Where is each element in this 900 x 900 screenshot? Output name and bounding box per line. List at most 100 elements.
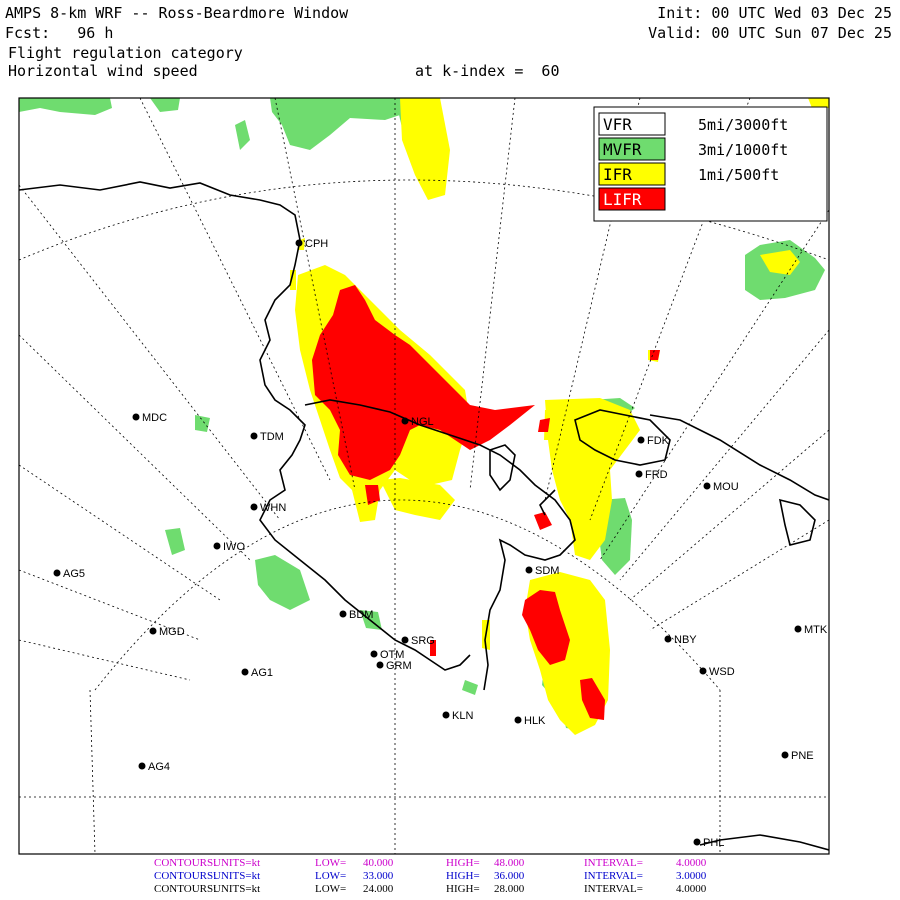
station-label: HLK bbox=[524, 715, 546, 727]
contour-high: 48.000 bbox=[494, 857, 525, 869]
station-dot bbox=[781, 751, 789, 759]
station-dot bbox=[53, 569, 61, 577]
station-dot bbox=[149, 627, 157, 635]
map-frame bbox=[18, 97, 830, 855]
station-dot bbox=[132, 413, 140, 421]
contour-high: 36.000 bbox=[494, 870, 525, 882]
station-label: SRG bbox=[411, 635, 435, 647]
station-otm: OTM bbox=[370, 649, 404, 661]
station-label: IWO bbox=[223, 541, 245, 553]
legend-desc: 5mi/3000ft bbox=[698, 116, 788, 134]
contour-high-label: HIGH= bbox=[446, 870, 480, 882]
station-label: SDM bbox=[535, 565, 559, 577]
contour-units: UNITS=kt bbox=[213, 870, 261, 882]
map-title: AMPS 8-km WRF -- Ross-Beardmore Window bbox=[5, 4, 349, 22]
legend-swatch bbox=[598, 162, 666, 186]
station-hlk: HLK bbox=[514, 715, 546, 727]
contour-high-label: HIGH= bbox=[446, 857, 480, 869]
contour-units: UNITS=kt bbox=[213, 883, 261, 895]
station-dot bbox=[295, 239, 303, 247]
station-dot bbox=[376, 661, 384, 669]
contour-low-label: LOW= bbox=[315, 883, 347, 895]
contour-low: 24.000 bbox=[363, 883, 394, 895]
station-dot bbox=[514, 716, 522, 724]
station-dot bbox=[637, 436, 645, 444]
station-label: MOU bbox=[713, 481, 739, 493]
station-label: CPH bbox=[305, 238, 328, 250]
station-ag5: AG5 bbox=[53, 568, 85, 580]
station-mgd: MGD bbox=[149, 626, 185, 638]
station-nby: NBY bbox=[664, 634, 697, 646]
station-label: PHL bbox=[703, 837, 724, 849]
station-bdm: BDM bbox=[339, 609, 373, 621]
init-time: Init: 00 UTC Wed 03 Dec 25 bbox=[657, 4, 892, 22]
station-dot bbox=[241, 668, 249, 676]
station-dot bbox=[138, 762, 146, 770]
station-dot bbox=[525, 566, 533, 574]
legend-item-lifr: LIFR bbox=[598, 187, 666, 211]
contour-int-label: INTERVAL= bbox=[584, 857, 643, 869]
station-dot bbox=[339, 610, 347, 618]
legend-code: MVFR bbox=[603, 140, 642, 159]
contour-int-label: INTERVAL= bbox=[584, 883, 643, 895]
station-ngl: NGL bbox=[401, 416, 434, 428]
contour-high-label: HIGH= bbox=[446, 883, 480, 895]
station-label: PNE bbox=[791, 750, 814, 762]
station-grm: GRM bbox=[376, 660, 412, 672]
station-dot bbox=[213, 542, 221, 550]
legend-swatch bbox=[598, 137, 666, 161]
subtitle-category: Flight regulation category bbox=[8, 44, 243, 62]
station-srg: SRG bbox=[401, 635, 435, 647]
station-markers: CPH NGL MDC TDM FDK FRD MOU WHN IWO AG5 SDM BDM MGD N… bbox=[53, 238, 828, 849]
station-dot bbox=[401, 636, 409, 644]
station-label: MTK bbox=[804, 624, 828, 636]
station-mtk: MTK bbox=[794, 624, 828, 636]
contour-label: CONTOURS: bbox=[154, 857, 217, 869]
station-dot bbox=[442, 711, 450, 719]
station-dot bbox=[250, 503, 258, 511]
legend-item-vfr: VFR 5mi/3000ft bbox=[598, 112, 788, 136]
subtitle-wind: Horizontal wind speed bbox=[8, 62, 198, 80]
station-label: OTM bbox=[380, 649, 404, 661]
legend-desc: 3mi/1000ft bbox=[698, 141, 788, 159]
contour-low-label: LOW= bbox=[315, 870, 347, 882]
legend-code: VFR bbox=[603, 115, 632, 134]
graticule bbox=[19, 98, 829, 854]
contour-label: CONTOURS: bbox=[154, 870, 217, 882]
contour-interval: 4.0000 bbox=[676, 857, 707, 869]
legend-swatch bbox=[598, 112, 666, 136]
legend-desc: 1mi/500ft bbox=[698, 166, 779, 184]
station-dot bbox=[699, 667, 707, 675]
station-label: MGD bbox=[159, 626, 185, 638]
contour-low: 40.000 bbox=[363, 857, 394, 869]
contour-interval: 4.0000 bbox=[676, 883, 707, 895]
legend-code: LIFR bbox=[603, 190, 642, 209]
station-label: BDM bbox=[349, 609, 373, 621]
station-dot bbox=[250, 432, 258, 440]
station-pne: PNE bbox=[781, 750, 814, 762]
station-cph: CPH bbox=[295, 238, 328, 250]
lifr-areas bbox=[312, 285, 660, 720]
station-dot bbox=[703, 482, 711, 490]
station-label: FDK bbox=[647, 435, 670, 447]
station-label: NGL bbox=[411, 416, 434, 428]
contour-low: 33.000 bbox=[363, 870, 394, 882]
legend-swatch bbox=[598, 187, 666, 211]
legend-item-mvfr: MVFR 3mi/1000ft bbox=[598, 137, 788, 161]
station-frd: FRD bbox=[635, 469, 668, 481]
station-mou: MOU bbox=[703, 481, 739, 493]
station-dot bbox=[401, 417, 409, 425]
station-label: AG1 bbox=[251, 667, 273, 679]
valid-time: Valid: 00 UTC Sun 07 Dec 25 bbox=[648, 24, 892, 42]
station-ag4: AG4 bbox=[138, 761, 170, 773]
station-label: WSD bbox=[709, 666, 735, 678]
legend: VFR 5mi/3000ft MVFR 3mi/1000ft IFR 1mi/500ft L… bbox=[593, 106, 828, 222]
legend-item-ifr: IFR 1mi/500ft bbox=[598, 162, 779, 186]
station-kln: KLN bbox=[442, 710, 473, 722]
contour-label: CONTOURS: bbox=[154, 883, 217, 895]
k-index-label: at k-index = 60 bbox=[415, 62, 560, 80]
station-dot bbox=[370, 650, 378, 658]
station-fdk: FDK bbox=[637, 435, 670, 447]
station-label: AG4 bbox=[148, 761, 170, 773]
